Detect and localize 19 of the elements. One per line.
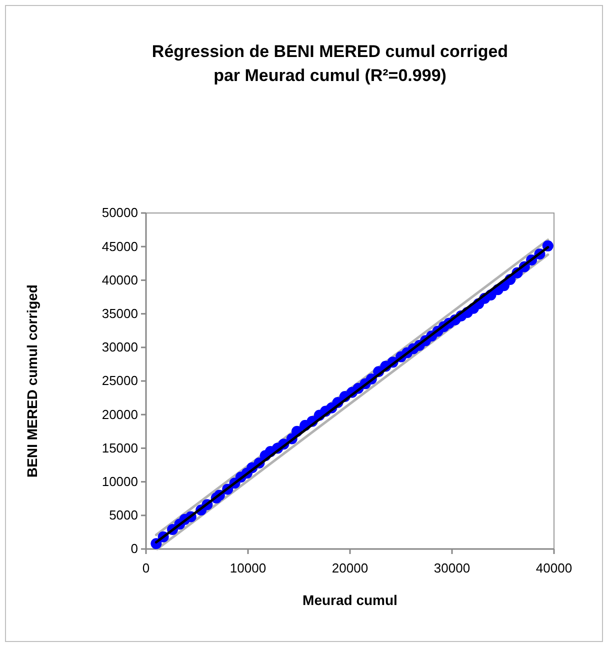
y-tick-label: 50000 [102,205,138,220]
x-tick-label: 30000 [434,560,470,576]
x-axis-title: Meurad cumul [302,592,398,608]
chart-title: Régression de BENI MERED cumul corriged par Meurad cumul (R²=0.999) [152,42,508,85]
y-axis-title: BENI MERED cumul corriged [24,284,40,478]
x-tick-label: 10000 [230,560,266,576]
y-tick-label: 45000 [102,238,138,254]
y-tick-label: 5000 [109,508,138,523]
y-tick-label: 25000 [102,373,138,388]
y-tick-label: 30000 [102,340,138,355]
y-tick-label: 20000 [102,406,138,422]
x-tick-label: 20000 [332,560,368,576]
x-tick-label: 0 [142,560,150,576]
y-tick-label: 35000 [102,306,138,321]
y-tick-label: 10000 [102,474,138,489]
y-tick-label: 0 [130,541,138,556]
y-tick-label: 15000 [102,440,138,456]
y-tick-label: 40000 [102,272,138,288]
x-tick-label: 40000 [536,560,572,576]
